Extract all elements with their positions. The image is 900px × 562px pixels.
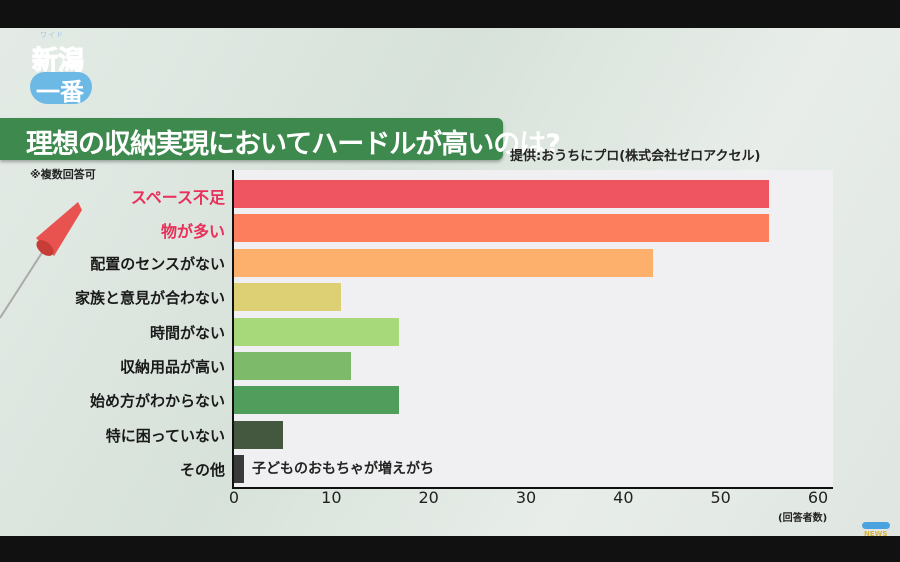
bar-6 bbox=[234, 386, 400, 415]
bar-3 bbox=[234, 283, 342, 312]
x-tick-label: 0 bbox=[228, 488, 240, 507]
logo-small-text: ワイド bbox=[40, 31, 64, 39]
logo-bottom-text: 一番 bbox=[36, 78, 84, 106]
x-tick-label: 10 bbox=[321, 488, 342, 507]
annotation-other: 子どものおもちゃが増えがち bbox=[252, 461, 434, 477]
category-label: 時間がない bbox=[149, 323, 225, 342]
bar-1 bbox=[234, 214, 770, 243]
pointer-stick-icon bbox=[0, 202, 82, 319]
category-label: スペース不足 bbox=[130, 188, 225, 207]
category-label: 収納用品が高い bbox=[119, 358, 225, 376]
broadcast-frame: ワイド 新潟 一番 理想の収納実現においてハードルが高いのは? 提供:おうちにプ… bbox=[0, 28, 900, 536]
program-logo: ワイド 新潟 一番 bbox=[28, 30, 98, 108]
chart-title: 理想の収納実現においてハードルが高いのは? bbox=[26, 129, 561, 160]
x-axis-label: (回答者数) bbox=[778, 513, 828, 524]
x-tick-label: 50 bbox=[710, 488, 731, 507]
source-credit: 提供:おうちにプロ(株式会社ゼロアクセル) bbox=[510, 149, 761, 164]
category-label: 物が多い bbox=[160, 222, 225, 242]
category-label: 配置のセンスがない bbox=[90, 254, 225, 273]
x-tick-label: 20 bbox=[418, 488, 439, 507]
y-axis-line bbox=[232, 170, 234, 489]
logo-bubble bbox=[30, 72, 92, 104]
news-logo-text: NEWS bbox=[864, 530, 888, 538]
bar-5 bbox=[234, 352, 351, 380]
multiple-answers-note: ※複数回答可 bbox=[30, 168, 96, 181]
bar-7 bbox=[234, 420, 283, 449]
bar-8 bbox=[234, 455, 244, 484]
category-label: 始め方がわからない bbox=[89, 392, 225, 411]
category-label: その他 bbox=[179, 461, 225, 480]
news-logo: NEWS bbox=[862, 520, 892, 540]
bar-0 bbox=[234, 180, 770, 208]
bar-4 bbox=[234, 317, 400, 346]
x-axis-line bbox=[232, 487, 833, 489]
news-logo-pill bbox=[862, 522, 890, 529]
category-label: 特に困っていない bbox=[105, 426, 225, 445]
title-banner: 理想の収納実現においてハードルが高いのは? bbox=[0, 118, 561, 160]
x-tick-label: 60 bbox=[807, 488, 829, 507]
bar-2 bbox=[234, 248, 653, 277]
x-tick-label: 40 bbox=[613, 488, 634, 507]
category-label: 家族と意見が合わない bbox=[74, 289, 225, 308]
x-tick-label: 30 bbox=[515, 488, 537, 507]
logo-top-text: 新潟 bbox=[31, 46, 85, 77]
